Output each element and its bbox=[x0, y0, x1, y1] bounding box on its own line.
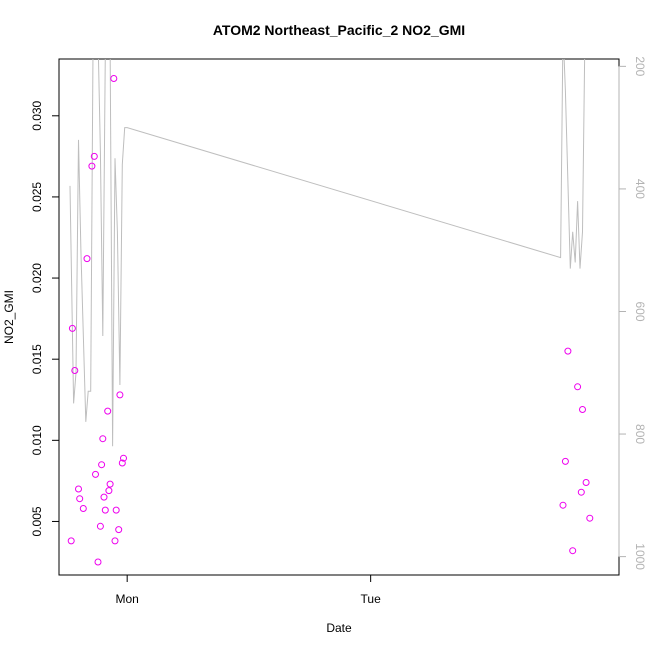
data-point bbox=[101, 506, 109, 514]
data-point bbox=[90, 152, 98, 160]
data-point bbox=[579, 406, 586, 413]
data-point bbox=[83, 255, 91, 263]
data-point bbox=[71, 367, 79, 374]
plot-frame bbox=[58, 58, 620, 576]
data-point bbox=[577, 488, 585, 496]
data-point bbox=[118, 459, 126, 467]
data-point bbox=[569, 547, 577, 555]
x-tick-label: Mon bbox=[116, 592, 139, 606]
data-point bbox=[94, 558, 102, 566]
data-point bbox=[574, 383, 582, 391]
pressure-line bbox=[69, 59, 586, 447]
data-point bbox=[586, 514, 594, 522]
data-point bbox=[98, 461, 106, 469]
data-point bbox=[99, 435, 107, 443]
data-point bbox=[67, 537, 75, 545]
data-point bbox=[582, 479, 590, 486]
x-tick-label: Tue bbox=[361, 592, 382, 606]
data-point bbox=[92, 470, 99, 478]
data-point bbox=[68, 324, 76, 332]
data-point bbox=[559, 501, 567, 509]
data-point bbox=[75, 485, 82, 493]
y2-tick-label: 800 bbox=[633, 424, 647, 444]
data-point bbox=[564, 347, 572, 355]
chart-title: ATOM2 Northeast_Pacific_2 NO2_GMI bbox=[213, 22, 465, 38]
data-point bbox=[105, 487, 113, 495]
data-point bbox=[104, 407, 112, 415]
y-tick-label: 0.025 bbox=[30, 182, 44, 212]
data-point bbox=[111, 537, 119, 545]
data-point bbox=[116, 391, 124, 399]
y2-tick-label: 600 bbox=[633, 301, 647, 321]
y-axis-right: 200 400 600 800 1000 bbox=[618, 56, 647, 570]
y2-tick-label: 1000 bbox=[633, 543, 647, 570]
data-point bbox=[106, 480, 114, 488]
y2-tick-label: 400 bbox=[633, 179, 647, 199]
data-point bbox=[100, 493, 108, 501]
data-point bbox=[561, 457, 569, 465]
y-axis-left: 0.005 0.010 0.015 0.020 0.025 0.030 bbox=[30, 100, 60, 536]
y-tick-label: 0.010 bbox=[30, 425, 44, 455]
data-point bbox=[96, 522, 104, 530]
series-pressure-line bbox=[69, 59, 586, 447]
data-point bbox=[115, 526, 123, 534]
data-point bbox=[120, 454, 127, 462]
y-tick-label: 0.030 bbox=[30, 100, 44, 130]
y-tick-label: 0.005 bbox=[30, 506, 44, 536]
data-point bbox=[76, 495, 84, 503]
y2-tick-label: 200 bbox=[633, 56, 647, 76]
y-tick-label: 0.015 bbox=[30, 344, 44, 374]
series-points bbox=[67, 75, 594, 566]
data-point bbox=[79, 505, 87, 512]
data-point bbox=[110, 75, 118, 82]
x-axis-label: Date bbox=[326, 621, 352, 635]
data-point bbox=[88, 162, 96, 170]
x-axis: Mon Tue bbox=[116, 574, 382, 606]
y-tick-label: 0.020 bbox=[30, 263, 44, 293]
data-point bbox=[112, 506, 120, 514]
y-axis-label: NO2_GMI bbox=[2, 290, 16, 344]
